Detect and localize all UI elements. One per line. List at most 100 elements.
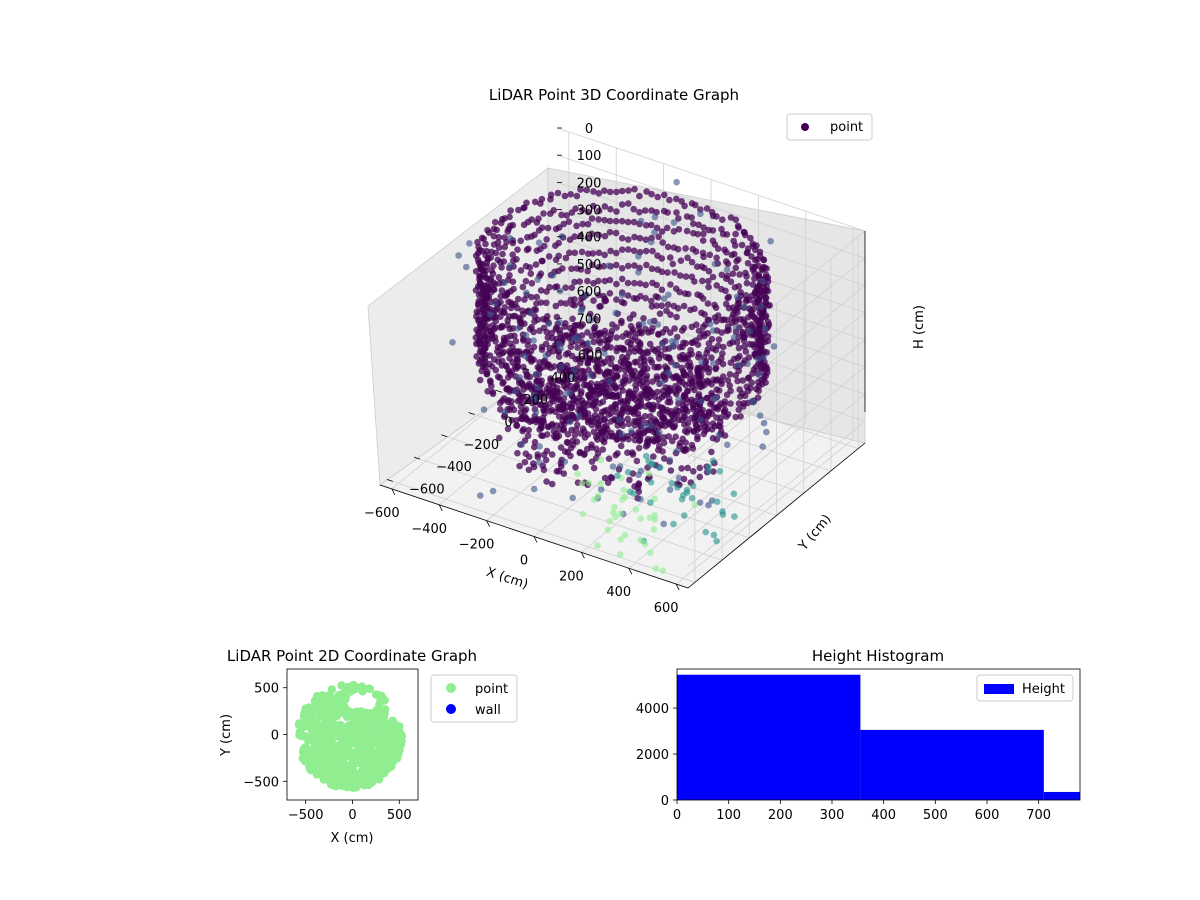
point-3d [730, 334, 738, 341]
point-3d [565, 334, 572, 342]
point-3d [617, 399, 625, 406]
point-3d [489, 487, 497, 495]
point-3d [530, 396, 538, 404]
point-3d [655, 436, 662, 443]
point-3d [718, 355, 725, 362]
point-3d [606, 290, 614, 297]
point-3d [703, 394, 711, 402]
point-3d [670, 244, 678, 251]
point-3d [762, 298, 770, 306]
point-3d [618, 201, 626, 208]
point-3d [674, 447, 681, 454]
point-3d [631, 407, 638, 415]
point-3d [735, 283, 743, 290]
point-3d [642, 281, 649, 289]
point-3d [509, 239, 517, 247]
point-3d [599, 446, 607, 453]
point-3d [723, 266, 731, 274]
point-3d [637, 515, 644, 522]
point-3d [633, 457, 641, 465]
point-2d [369, 729, 378, 738]
point-3d [526, 418, 534, 426]
point-2d [362, 734, 372, 743]
point-3d [705, 226, 712, 234]
point-3d [655, 233, 662, 241]
point-3d [521, 458, 529, 466]
point-3d [695, 370, 702, 377]
point-3d [596, 390, 603, 397]
point-3d [669, 411, 676, 419]
point-3d [508, 350, 515, 357]
point-3d [612, 401, 619, 408]
point-3d [574, 344, 581, 351]
point-3d [658, 302, 665, 310]
histogram-bar [860, 729, 1044, 800]
point-3d [528, 280, 536, 287]
plot3d-y-axis-line [687, 442, 866, 589]
point-3d [684, 408, 691, 415]
point-3d [487, 311, 494, 318]
point-3d [625, 408, 632, 416]
point-3d [544, 431, 551, 438]
y-tick-mark [468, 412, 475, 415]
point-3d [760, 354, 767, 361]
point-3d [516, 379, 523, 387]
point-3d [501, 234, 508, 241]
point-3d [719, 216, 726, 223]
point-2d [351, 737, 361, 747]
point-3d [767, 237, 774, 245]
point-3d [511, 332, 518, 340]
point-3d [671, 361, 679, 369]
point-2d [396, 740, 406, 749]
point-3d [625, 420, 633, 428]
point-3d [620, 486, 628, 494]
point-3d [687, 363, 694, 370]
point-3d [537, 287, 545, 294]
point-3d [617, 536, 624, 543]
point-3d [530, 460, 537, 467]
point-3d [613, 261, 620, 269]
point-3d [627, 340, 634, 348]
point-3d [557, 345, 564, 353]
point-3d [537, 200, 544, 207]
point-3d [485, 229, 493, 236]
point-3d [647, 238, 655, 246]
point-3d [658, 228, 666, 235]
point-3d [523, 289, 530, 297]
plot2d-legend: point wall [430, 674, 518, 723]
point-3d [741, 229, 748, 236]
point-3d [522, 331, 530, 339]
point-3d [545, 253, 553, 260]
point-3d [614, 472, 621, 480]
point-3d [656, 464, 664, 471]
point-3d [535, 227, 543, 234]
y-tick-mark [550, 345, 557, 348]
point-2d [397, 732, 407, 741]
point-2d [348, 765, 357, 775]
y-tick-mark [495, 389, 502, 393]
point-3d [533, 219, 541, 226]
point-3d [644, 349, 652, 357]
point-3d [542, 352, 550, 359]
point-3d [653, 373, 661, 380]
point-3d [654, 266, 661, 273]
point-3d [697, 398, 705, 405]
point-3d [542, 456, 550, 464]
point-3d [501, 292, 509, 300]
plot3d-legend: point [786, 113, 873, 141]
point-3d [623, 354, 631, 362]
point-3d [567, 191, 574, 198]
point-3d [499, 380, 507, 387]
point-3d [640, 357, 648, 365]
point-2d [381, 749, 390, 759]
point-3d [752, 315, 759, 322]
point-3d [664, 269, 671, 276]
point-3d [632, 506, 640, 513]
point-3d [543, 236, 550, 243]
point-3d [763, 428, 770, 436]
point-3d [650, 526, 658, 533]
point-3d [527, 347, 535, 355]
x-tick-label: 200 [768, 808, 793, 823]
point-3d [648, 221, 655, 229]
